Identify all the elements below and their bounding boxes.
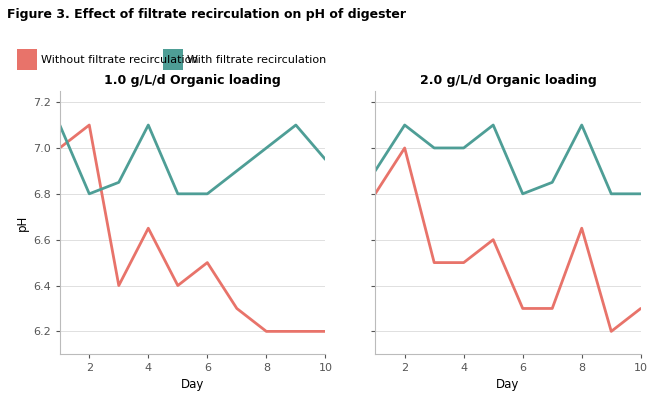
Text: Figure 3. Effect of filtrate recirculation on pH of digester: Figure 3. Effect of filtrate recirculati…	[7, 8, 406, 21]
Text: With filtrate recirculation: With filtrate recirculation	[187, 55, 327, 65]
Text: Without filtrate recirculation: Without filtrate recirculation	[41, 55, 199, 65]
Title: 1.0 g/L/d Organic loading: 1.0 g/L/d Organic loading	[104, 74, 281, 87]
Y-axis label: pH: pH	[16, 214, 29, 231]
Title: 2.0 g/L/d Organic loading: 2.0 g/L/d Organic loading	[420, 74, 596, 87]
X-axis label: Day: Day	[496, 377, 520, 391]
X-axis label: Day: Day	[181, 377, 205, 391]
